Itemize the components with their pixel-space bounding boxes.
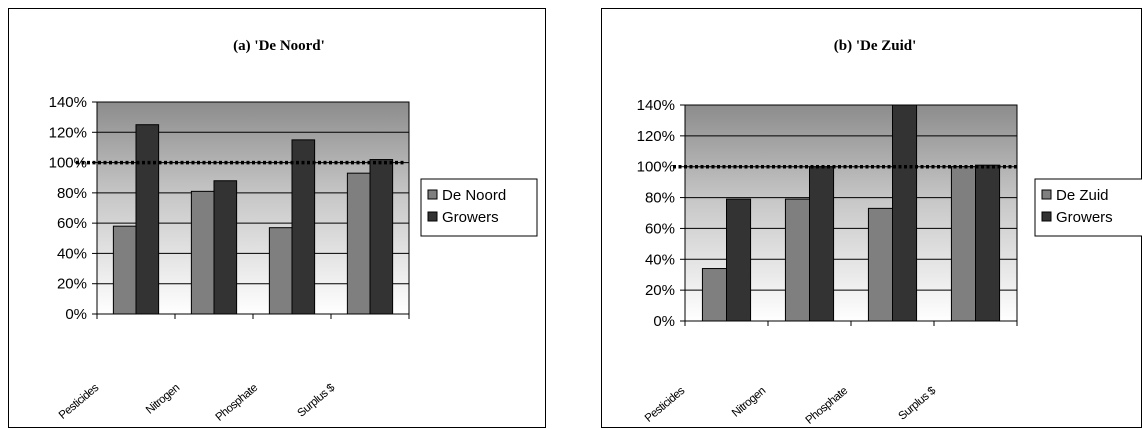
x-category-label: Pesticides [643, 385, 688, 425]
y-tick-label: 0% [65, 306, 87, 323]
legend-swatch [1041, 189, 1052, 200]
chart-title: (a) 'De Noord' [233, 38, 325, 54]
legend-label: Growers [1056, 209, 1113, 226]
bar-de-zuid-phosphate [867, 207, 893, 322]
bar-growers-pesticides [135, 124, 160, 315]
x-category-label: Nitrogen [730, 385, 768, 420]
x-category-label: Phosphate [214, 382, 260, 424]
bar-growers-pesticides [726, 198, 752, 322]
x-category-label: Surplus $ [896, 384, 938, 422]
legend-label: De Zuid [1056, 187, 1109, 204]
chart-de-zuid: (b) 'De Zuid' 0% 20% 40% 60% 80% 100% 120% 140% P… [637, 38, 1142, 427]
legend-label: De Noord [442, 187, 506, 204]
y-tick-label: 20% [57, 276, 87, 293]
bar-de-zuid-nitrogen [784, 198, 810, 322]
legend-box [420, 178, 538, 237]
bar-growers-phosphate [291, 139, 316, 315]
y-tick-label: 40% [645, 251, 675, 268]
chart-de-zuid-frame: (b) 'De Zuid' 0% 20% 40% 60% 80% 100% 120% 140% P… [601, 8, 1142, 428]
bar-de-noord-pesticides [112, 225, 137, 315]
y-tick-label: 120% [637, 128, 675, 145]
legend-swatch [1041, 211, 1052, 222]
bar-growers-nitrogen [809, 166, 835, 322]
bar-de-noord-surplus- [346, 172, 371, 315]
bar-de-noord-phosphate [268, 227, 293, 315]
bar-growers-surplus- [975, 164, 1001, 322]
y-tick-label: 100% [637, 159, 675, 176]
x-category-label: Pesticides [57, 382, 102, 422]
chart-title: (b) 'De Zuid' [834, 38, 917, 54]
bar-growers-surplus- [369, 159, 394, 315]
y-tick-label: 80% [57, 185, 87, 202]
legend-label: Growers [442, 209, 499, 226]
bar-growers-phosphate [892, 104, 918, 322]
x-category-label: Surplus $ [295, 381, 337, 419]
bar-de-noord-nitrogen [190, 190, 215, 315]
bar-de-zuid-pesticides [701, 268, 727, 322]
chart-de-noord-frame: (a) 'De Noord' 0% 20% 40% 60% 80% 100% 120% 140%… [8, 8, 546, 428]
bar-growers-nitrogen [213, 180, 238, 315]
y-tick-label: 60% [57, 215, 87, 232]
x-category-label: Nitrogen [144, 382, 182, 417]
legend-swatch [427, 189, 438, 200]
x-category-label: Phosphate [804, 385, 850, 427]
y-tick-label: 0% [653, 313, 675, 330]
y-tick-label: 120% [49, 124, 87, 141]
bar-de-zuid-surplus- [950, 166, 976, 322]
y-tick-label: 60% [645, 220, 675, 237]
y-tick-label: 140% [637, 97, 675, 114]
chart-de-noord: (a) 'De Noord' 0% 20% 40% 60% 80% 100% 120% 140%… [49, 38, 538, 424]
y-tick-label: 140% [49, 94, 87, 111]
legend-swatch [427, 211, 438, 222]
y-tick-label: 20% [645, 282, 675, 299]
y-tick-label: 80% [645, 190, 675, 207]
legend-box [1034, 178, 1142, 237]
y-tick-label: 100% [49, 155, 87, 172]
y-tick-label: 40% [57, 245, 87, 262]
